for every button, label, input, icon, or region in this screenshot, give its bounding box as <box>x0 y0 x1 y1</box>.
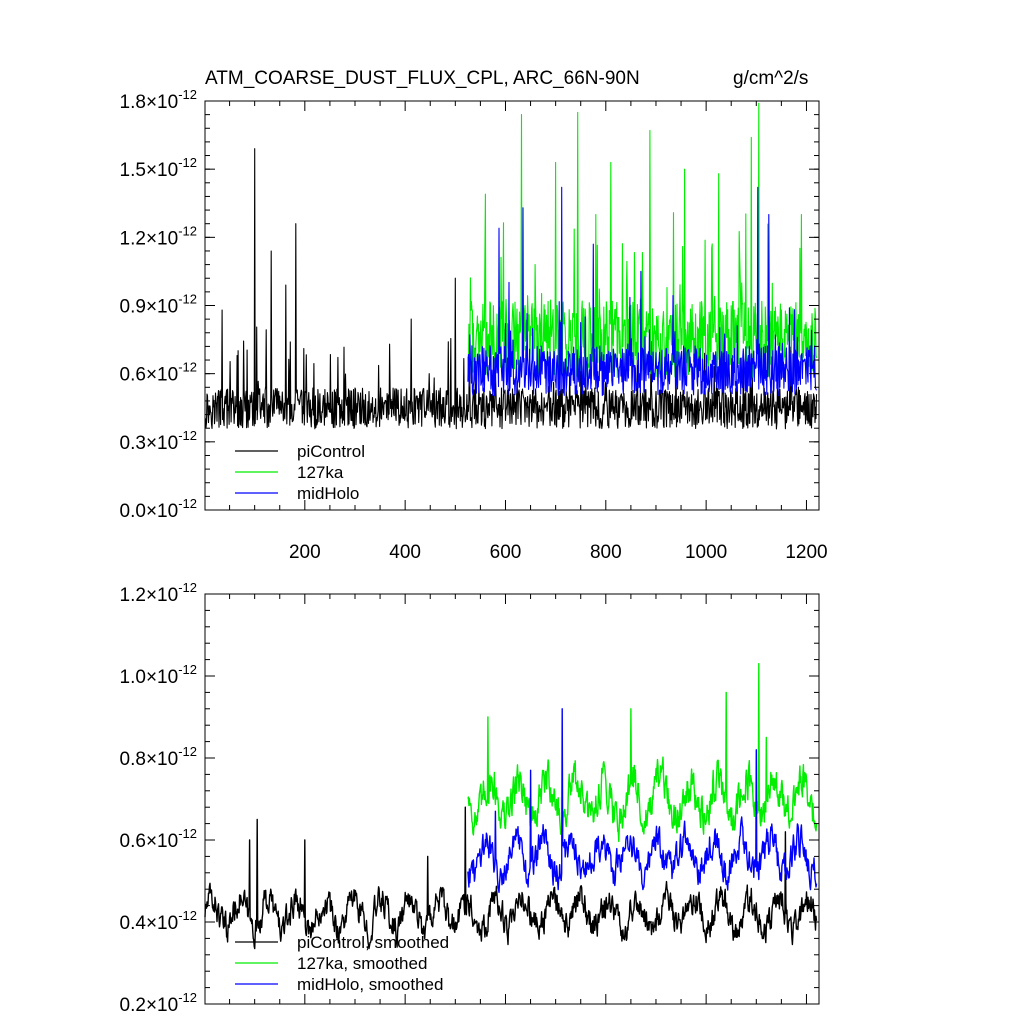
y-tick-label: 0.2×10-12 <box>120 990 197 1016</box>
y-tick-label: 0.8×10-12 <box>120 744 197 770</box>
y-tick-label: 1.2×10-12 <box>120 223 197 249</box>
legend-label: piControl, smoothed <box>297 933 449 952</box>
y-tick-label: 1.0×10-12 <box>120 662 197 688</box>
y-tick-label: 1.8×10-12 <box>120 87 197 113</box>
y-tick-label: 0.0×10-12 <box>120 496 197 522</box>
legend-label: piControl <box>297 442 365 461</box>
y-tick-label: 0.6×10-12 <box>120 826 197 852</box>
x-tick-label: 1200 <box>785 542 827 563</box>
chart-title: ATM_COARSE_DUST_FLUX_CPL, ARC_66N-90N <box>205 68 640 89</box>
top-legend: piControl 127ka midHolo <box>235 442 365 503</box>
bottom-axis-ticks: 0.2×10-12 0.4×10-12 0.6×10-12 0.8×10-12 1.0×… <box>120 580 819 1016</box>
legend-label: 127ka <box>297 463 344 482</box>
bottom-series-group <box>204 663 818 950</box>
top-axis-ticks: 0.0×10-12 0.3×10-12 0.6×10-12 0.9×10-12 1.2×… <box>120 87 828 563</box>
series-line-picontrol-smoothed <box>204 806 818 950</box>
top-panel: ATM_COARSE_DUST_FLUX_CPL, ARC_66N-90N g/… <box>120 68 828 563</box>
x-tick-label: 600 <box>490 542 522 563</box>
x-tick-label: 800 <box>590 542 622 563</box>
x-tick-label: 400 <box>389 542 421 563</box>
y-tick-label: 0.6×10-12 <box>120 360 197 386</box>
x-tick-label: 1000 <box>685 542 727 563</box>
legend-label: midHolo, smoothed <box>297 975 443 994</box>
y-tick-label: 0.9×10-12 <box>120 292 197 318</box>
top-series-group <box>204 102 818 430</box>
series-line-picontrol <box>204 148 818 430</box>
series-line-midholo-smoothed <box>467 708 818 893</box>
bottom-legend: piControl, smoothed 127ka, smoothed midHol… <box>235 933 449 994</box>
series-line-127ka-smoothed <box>467 663 818 843</box>
y-tick-label: 1.2×10-12 <box>120 580 197 606</box>
series-line-midholo <box>467 186 818 397</box>
chart-units: g/cm^2/s <box>733 68 808 89</box>
bottom-plot-frame <box>204 593 820 1005</box>
legend-label: 127ka, smoothed <box>297 954 427 973</box>
legend-label: midHolo <box>297 484 359 503</box>
series-line-127ka <box>467 102 818 379</box>
y-tick-label: 0.4×10-12 <box>120 908 197 934</box>
y-tick-label: 0.3×10-12 <box>120 428 197 454</box>
x-tick-label: 200 <box>289 542 321 563</box>
y-tick-label: 1.5×10-12 <box>120 155 197 181</box>
bottom-panel: piControl, smoothed 127ka, smoothed midHol… <box>120 580 820 1016</box>
